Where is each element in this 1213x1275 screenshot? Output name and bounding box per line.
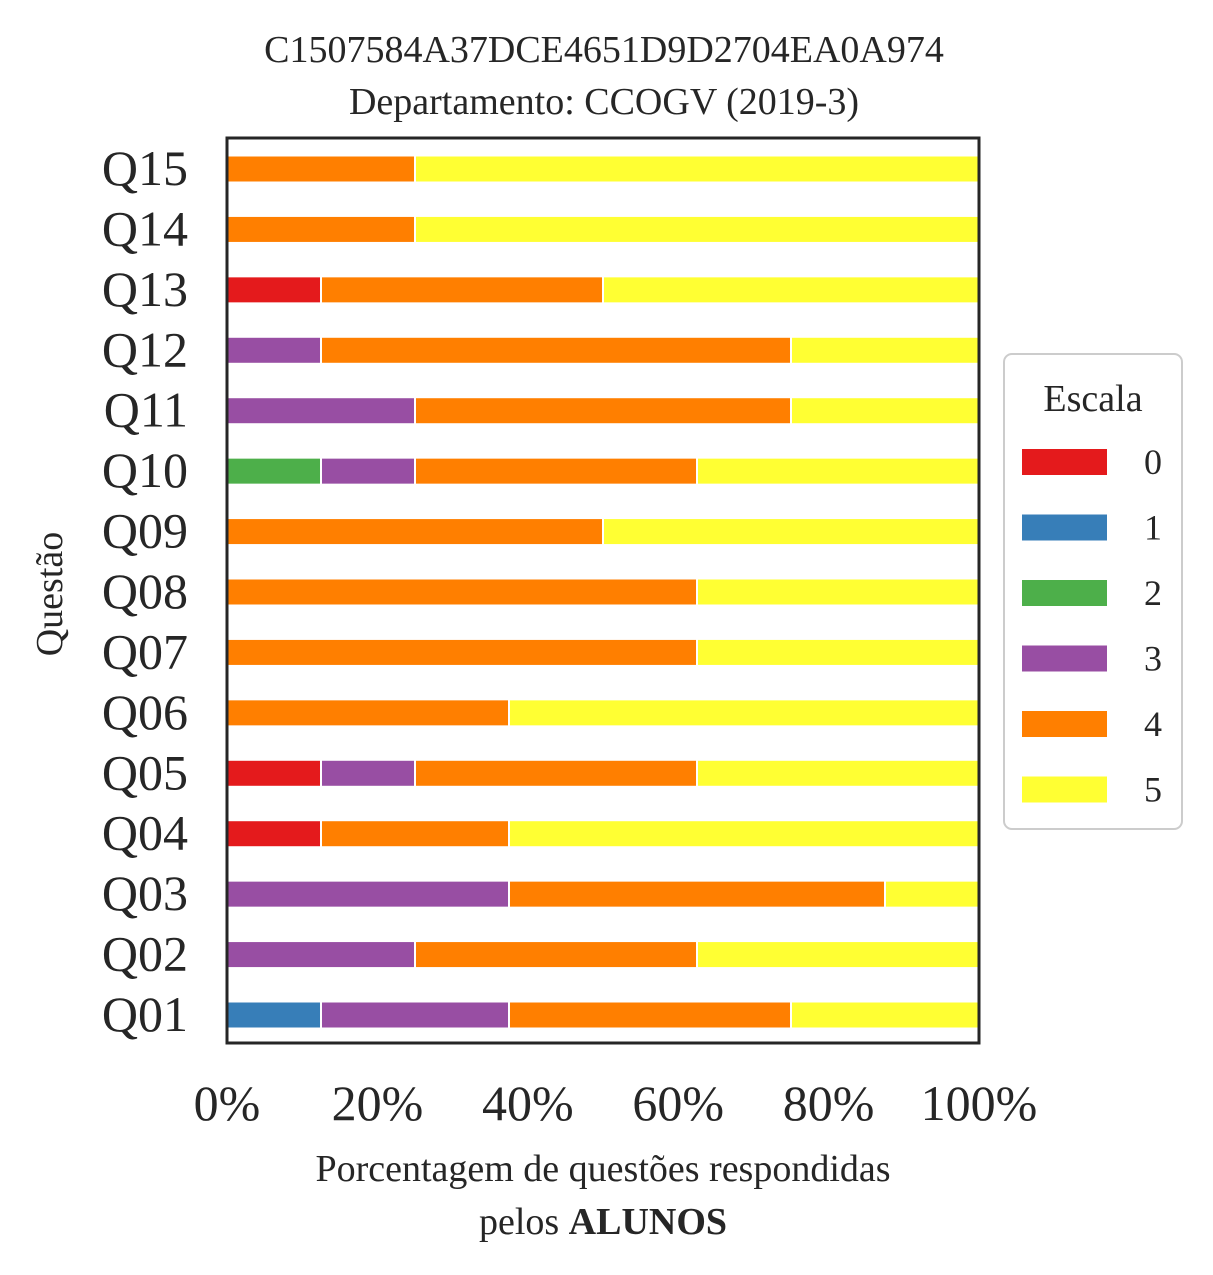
y-tick-label-q05: Q05	[102, 744, 188, 800]
bar-segment-q12-scale-5	[790, 335, 980, 365]
bar-segment-q02-scale-4	[414, 940, 698, 970]
bar-segment-q13-scale-5	[602, 275, 980, 305]
bar-segment-q01-scale-4	[508, 1000, 792, 1030]
bar-segment-q14-scale-4	[226, 214, 416, 244]
bar-segment-q15-scale-5	[414, 154, 980, 184]
bar-segment-q03-scale-5	[884, 879, 980, 909]
bar-segment-q05-scale-4	[414, 758, 698, 788]
legend-swatch-0	[1022, 449, 1107, 475]
y-tick-label-q06: Q06	[102, 684, 188, 740]
legend: Escala 0 1 2 3 4 5	[1003, 353, 1183, 830]
legend-swatch-2	[1022, 580, 1107, 606]
legend-label-2: 2	[1144, 573, 1162, 613]
bar-segment-q06-scale-5	[508, 698, 980, 728]
bar-segment-q10-scale-4	[414, 456, 698, 486]
bar-segment-q08-scale-5	[696, 577, 980, 607]
bar-segment-q11-scale-3	[226, 396, 416, 426]
bar-segment-q03-scale-4	[508, 879, 886, 909]
legend-title: Escala	[1043, 378, 1142, 420]
bar-segment-q08-scale-4	[226, 577, 698, 607]
y-tick-label-q01: Q01	[102, 986, 188, 1042]
legend-label-5: 5	[1144, 770, 1162, 810]
x-axis-label-line2: pelos ALUNOS	[479, 1201, 727, 1243]
chart-subtitle: Departamento: CCOGV (2019-3)	[349, 81, 859, 123]
x-tick-label-60: 60%	[632, 1075, 724, 1131]
x-tick-label-80: 80%	[783, 1075, 875, 1131]
legend-label-0: 0	[1144, 442, 1162, 482]
y-tick-label-q10: Q10	[102, 442, 188, 498]
bar-segment-q10-scale-2	[226, 456, 322, 486]
y-tick-label-q02: Q02	[102, 926, 188, 982]
bar-segment-q13-scale-0	[226, 275, 322, 305]
bar-segment-q09-scale-5	[602, 517, 980, 547]
bar-segment-q04-scale-0	[226, 819, 322, 849]
y-tick-label-q12: Q12	[102, 321, 188, 377]
x-tick-label-20: 20%	[332, 1075, 424, 1131]
y-tick-label-q11: Q11	[104, 382, 188, 438]
bar-segment-q15-scale-4	[226, 154, 416, 184]
y-tick-label-q07: Q07	[102, 623, 188, 679]
bar-segment-q01-scale-1	[226, 1000, 322, 1030]
legend-label-4: 4	[1144, 704, 1162, 744]
y-tick-label-q08: Q08	[102, 563, 188, 619]
bar-segment-q11-scale-4	[414, 396, 792, 426]
y-tick-label-q09: Q09	[102, 503, 188, 559]
bar-segment-q01-scale-3	[320, 1000, 510, 1030]
bar-segment-q10-scale-3	[320, 456, 416, 486]
legend-label-1: 1	[1144, 508, 1162, 548]
x-axis-label-prefix: pelos	[479, 1201, 569, 1243]
y-tick-label-q13: Q13	[102, 261, 188, 317]
x-axis-label: Porcentagem de questões respondidas	[315, 1148, 890, 1190]
y-axis-label: Questão	[29, 532, 71, 657]
bar-segment-q05-scale-3	[320, 758, 416, 788]
bar-segment-q06-scale-4	[226, 698, 510, 728]
y-tick-label-q14: Q14	[102, 200, 188, 256]
legend-swatch-4	[1022, 711, 1107, 737]
bar-segment-q01-scale-5	[790, 1000, 980, 1030]
legend-swatch-1	[1022, 514, 1107, 541]
x-tick-label-100: 100%	[921, 1075, 1038, 1131]
bar-segment-q09-scale-4	[226, 517, 604, 547]
bars-group	[226, 154, 980, 1030]
legend-items: 0 1 2 3 4 5	[1022, 442, 1162, 810]
bar-segment-q07-scale-4	[226, 637, 698, 667]
bar-segment-q13-scale-4	[320, 275, 604, 305]
legend-swatch-5	[1022, 776, 1107, 803]
bar-segment-q05-scale-0	[226, 758, 322, 788]
bar-segment-q11-scale-5	[790, 396, 980, 426]
bar-segment-q04-scale-4	[320, 819, 510, 849]
chart-title: C1507584A37DCE4651D9D2704EA0A974	[264, 29, 944, 71]
bar-segment-q05-scale-5	[696, 758, 980, 788]
bar-segment-q07-scale-5	[696, 637, 980, 667]
bar-segment-q12-scale-3	[226, 335, 322, 365]
y-tick-label-q03: Q03	[102, 865, 188, 921]
y-tick-label-q04: Q04	[102, 805, 188, 861]
x-tick-label-0: 0%	[194, 1075, 261, 1131]
bar-segment-q12-scale-4	[320, 335, 792, 365]
x-axis-label-bold: ALUNOS	[569, 1201, 727, 1243]
x-tick-labels: 0% 20% 40% 60% 80% 100%	[194, 1075, 1038, 1131]
bar-segment-q04-scale-5	[508, 819, 980, 849]
bar-segment-q14-scale-5	[414, 214, 980, 244]
y-tick-labels: Q01Q02Q03Q04Q05Q06Q07Q08Q09Q10Q11Q12Q13Q…	[102, 140, 188, 1042]
y-tick-label-q15: Q15	[102, 140, 188, 196]
x-tick-label-40: 40%	[482, 1075, 574, 1131]
bar-segment-q10-scale-5	[696, 456, 980, 486]
bar-segment-q02-scale-5	[696, 940, 980, 970]
legend-label-3: 3	[1144, 639, 1162, 679]
plot-frame	[225, 136, 981, 1045]
bar-segment-q03-scale-3	[226, 879, 510, 909]
legend-swatch-3	[1022, 645, 1107, 672]
bar-segment-q02-scale-3	[226, 940, 416, 970]
